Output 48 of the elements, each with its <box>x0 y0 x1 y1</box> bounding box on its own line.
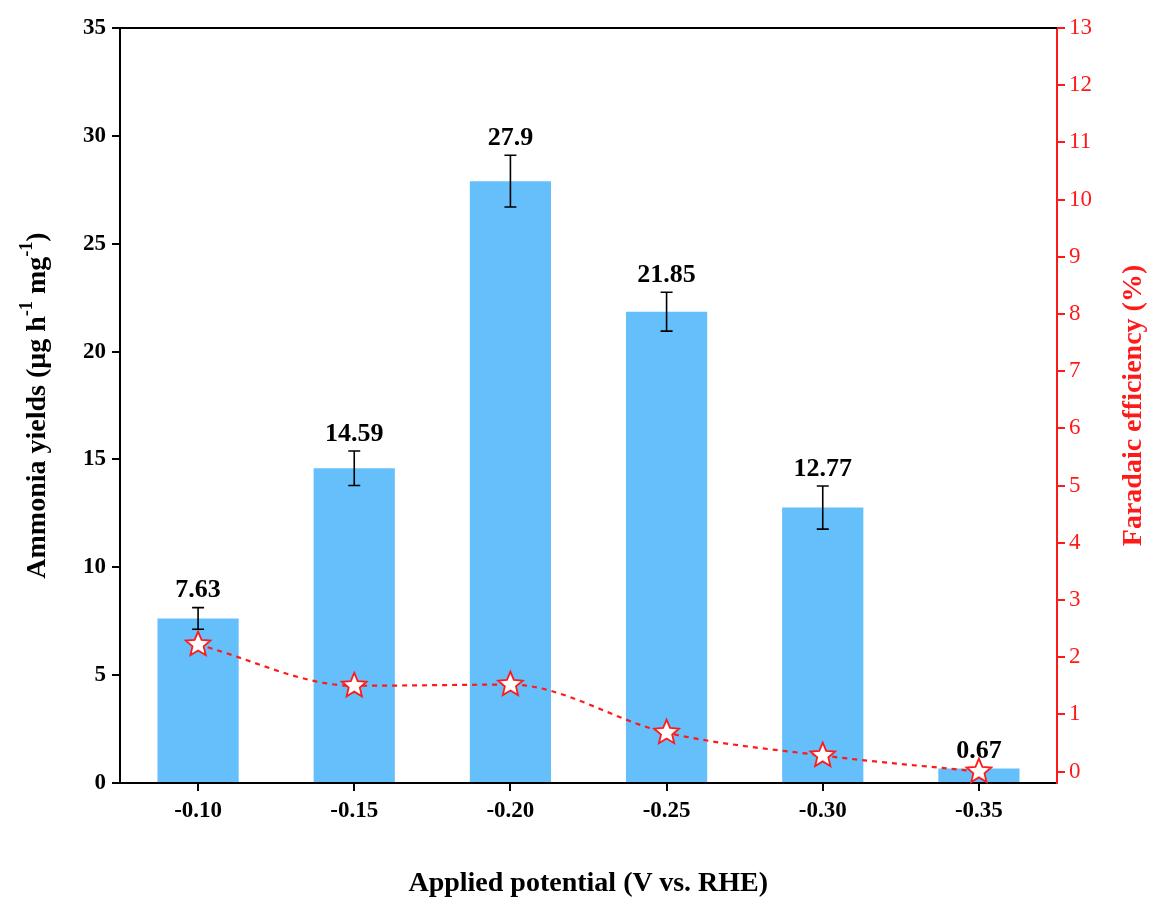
data-label: 27.9 <box>487 121 534 151</box>
y-tick-label: 20 <box>83 337 106 363</box>
x-axis-title: Applied potential (V vs. RHE) <box>408 866 769 898</box>
y-tick-label: 5 <box>94 661 106 687</box>
y2-tick-label: 10 <box>1069 185 1092 211</box>
y-tick-label: 15 <box>83 445 106 471</box>
x-tick-label: -0.20 <box>486 796 535 822</box>
y2-tick-label: 11 <box>1069 128 1092 154</box>
y2-tick-label: 2 <box>1069 643 1081 669</box>
data-label: 21.85 <box>637 258 696 288</box>
y2-tick-label: 1 <box>1069 700 1081 726</box>
y-tick-label: 0 <box>94 768 106 794</box>
y2-tick-label: 6 <box>1069 414 1081 440</box>
x-tick-label: -0.25 <box>642 796 691 822</box>
point <box>809 741 837 767</box>
data-label: 7.63 <box>175 574 221 604</box>
bar <box>625 311 708 782</box>
data-label: 0.67 <box>956 735 1002 765</box>
bar <box>157 618 239 782</box>
point <box>497 670 524 697</box>
y2-tick-label: 8 <box>1069 300 1081 326</box>
y-tick-label: 25 <box>83 229 106 255</box>
y-tick-label: 10 <box>83 553 106 579</box>
bar <box>782 507 864 782</box>
data-label: 14.59 <box>325 417 384 447</box>
y-axis-title: Ammonia yields (μg h-1 mg-1) <box>16 232 52 579</box>
x-tick-label: -0.30 <box>798 796 847 822</box>
point <box>653 718 680 745</box>
y-tick-label: 35 <box>83 13 106 39</box>
y2-tick-label: 0 <box>1069 757 1081 783</box>
y2-tick-label: 7 <box>1069 357 1081 383</box>
y2-axis-title: Faradaic efficiency (%) <box>1116 264 1148 547</box>
x-tick-label: -0.10 <box>174 796 223 822</box>
data-label: 12.77 <box>793 452 852 482</box>
y2-tick-label: 12 <box>1069 71 1092 97</box>
x-tick-label: -0.35 <box>954 796 1003 822</box>
y2-tick-label: 3 <box>1069 586 1081 612</box>
bar <box>313 468 395 782</box>
y2-tick-label: 4 <box>1069 528 1081 554</box>
y2-tick-label: 13 <box>1069 14 1092 40</box>
point <box>965 757 993 783</box>
y-tick-label: 30 <box>83 121 106 147</box>
point <box>340 671 368 698</box>
y2-tick-label: 9 <box>1069 242 1081 268</box>
point <box>184 630 212 656</box>
y2-tick-label: 5 <box>1069 471 1081 497</box>
x-tick-label: -0.15 <box>330 796 379 822</box>
bar <box>469 181 552 782</box>
